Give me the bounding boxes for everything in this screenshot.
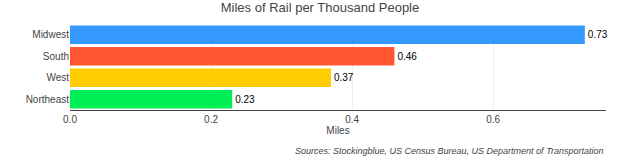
svg-text:0.23: 0.23 <box>235 94 255 105</box>
svg-text:Midwest: Midwest <box>32 29 69 40</box>
svg-text:0.2: 0.2 <box>204 114 218 125</box>
svg-text:0.6: 0.6 <box>486 114 500 125</box>
svg-text:0.46: 0.46 <box>397 51 417 62</box>
svg-text:Miles: Miles <box>326 125 349 136</box>
svg-text:0.73: 0.73 <box>588 29 608 40</box>
svg-text:0.4: 0.4 <box>345 114 359 125</box>
svg-text:0.37: 0.37 <box>334 72 354 83</box>
svg-text:Northeast: Northeast <box>26 94 70 105</box>
svg-text:0.0: 0.0 <box>63 114 77 125</box>
svg-text:South: South <box>43 51 69 62</box>
svg-text:Sources: Stockingblue, US Cens: Sources: Stockingblue, US Census Bureau,… <box>295 146 604 156</box>
svg-text:Miles of Rail per Thousand Peo: Miles of Rail per Thousand People <box>221 0 420 15</box>
svg-text:West: West <box>46 72 69 83</box>
